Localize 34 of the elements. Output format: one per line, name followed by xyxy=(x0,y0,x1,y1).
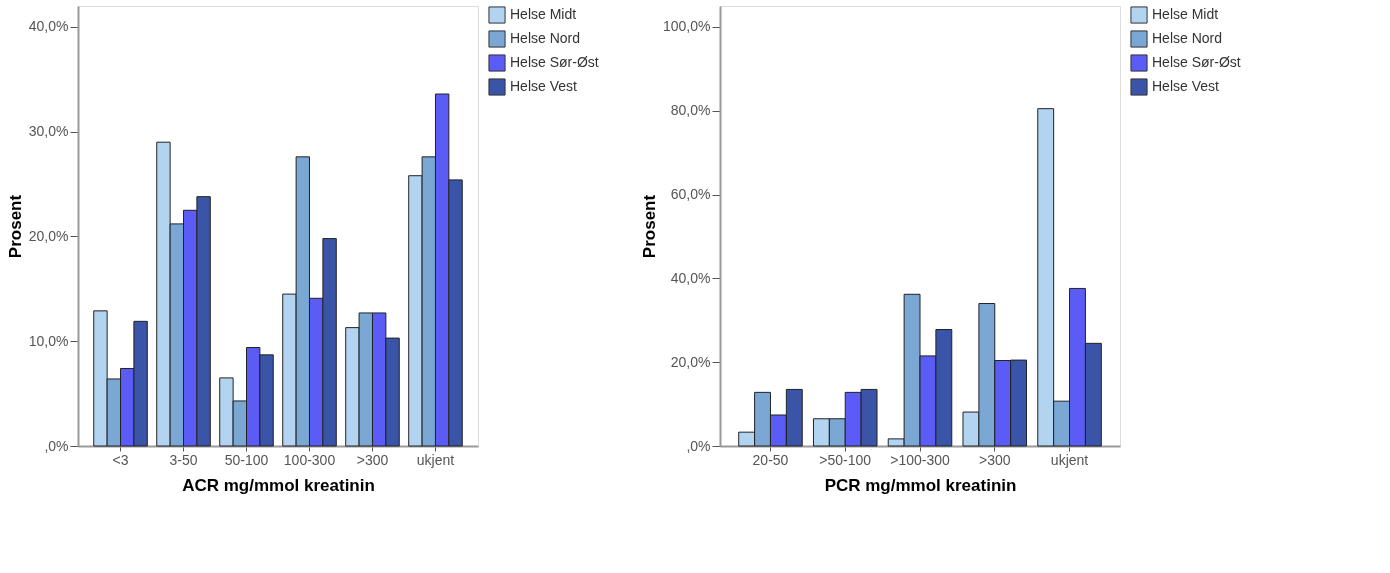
x-axis-title: ACR mg/mmol kreatinin xyxy=(182,475,375,495)
x-tick-label: >100-300 xyxy=(890,451,950,468)
legend-label: Helse Nord xyxy=(1152,30,1223,46)
y-tick-label: 60,0% xyxy=(670,186,711,203)
y-tick-label: 20,0% xyxy=(28,227,69,244)
x-tick-label: >300 xyxy=(356,451,389,468)
legend-label: Helse Sør-Øst xyxy=(1152,54,1241,70)
x-tick-label: >300 xyxy=(978,451,1011,468)
legend-label: Helse Vest xyxy=(510,78,578,94)
x-tick-label: ukjent xyxy=(1050,451,1089,468)
y-tick-label: ,0% xyxy=(44,437,69,454)
y-tick-label: 40,0% xyxy=(28,18,69,35)
x-tick-label: 20-50 xyxy=(752,451,789,468)
y-axis-title: Prosent xyxy=(5,194,25,259)
y-tick-label: 10,0% xyxy=(28,332,69,349)
legend-label: Helse Midt xyxy=(510,6,577,22)
y-tick-label: ,0% xyxy=(686,437,711,454)
x-tick-label: 3-50 xyxy=(169,451,198,468)
y-tick-label: 100,0% xyxy=(663,18,711,35)
x-axis-title: PCR mg/mmol kreatinin xyxy=(824,475,1017,495)
legend-label: Helse Sør-Øst xyxy=(510,54,599,70)
y-axis-title: Prosent xyxy=(640,194,660,259)
x-tick-label: >50-100 xyxy=(819,451,872,468)
y-tick-label: 20,0% xyxy=(670,353,711,370)
x-tick-label: ukjent xyxy=(416,451,455,468)
y-tick-label: 30,0% xyxy=(28,123,69,140)
x-tick-label: <3 xyxy=(112,451,129,468)
y-tick-label: 80,0% xyxy=(670,102,711,119)
legend-label: Helse Nord xyxy=(510,30,581,46)
x-tick-label: 50-100 xyxy=(224,451,269,468)
x-tick-label: 100-300 xyxy=(283,451,336,468)
legend-label: Helse Midt xyxy=(1152,6,1219,22)
y-tick-label: 40,0% xyxy=(670,269,711,286)
legend-label: Helse Vest xyxy=(1152,78,1220,94)
